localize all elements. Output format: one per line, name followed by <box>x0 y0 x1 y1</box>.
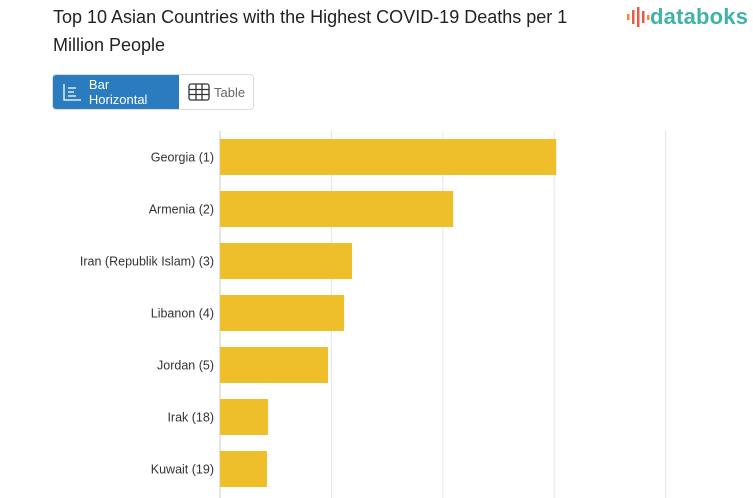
logo-bars-icon <box>627 7 650 27</box>
category-label: Jordan (5) <box>157 359 214 373</box>
chart-title: Top 10 Asian Countries with the Highest … <box>53 7 568 55</box>
category-label: Iran (Republik Islam) (3) <box>80 255 214 269</box>
tab-table[interactable]: Table <box>179 75 253 109</box>
bar[interactable] <box>220 399 269 435</box>
bar[interactable] <box>220 451 268 487</box>
bar[interactable] <box>220 295 345 331</box>
category-label: Irak (18) <box>167 411 214 425</box>
tab-bar-horizontal[interactable]: Bar Horizontal <box>53 75 179 109</box>
category-label: Kuwait (19) <box>151 463 214 477</box>
view-tabs: Bar Horizontal Table <box>52 74 255 110</box>
tab-label: Bar Horizontal <box>88 77 148 107</box>
category-label: Libanon (4) <box>151 307 214 321</box>
databoks-logo: databoks <box>626 4 748 30</box>
tab-label: Table <box>214 84 246 100</box>
table-icon <box>188 83 210 101</box>
bar[interactable] <box>220 243 353 279</box>
category-label: Georgia (1) <box>151 151 214 165</box>
bar[interactable] <box>220 191 454 227</box>
logo-text: databoks <box>650 4 749 29</box>
category-label: Armenia (2) <box>149 203 214 217</box>
bar-chart-icon <box>63 84 81 101</box>
bar[interactable] <box>220 347 329 383</box>
bar[interactable] <box>220 139 557 175</box>
